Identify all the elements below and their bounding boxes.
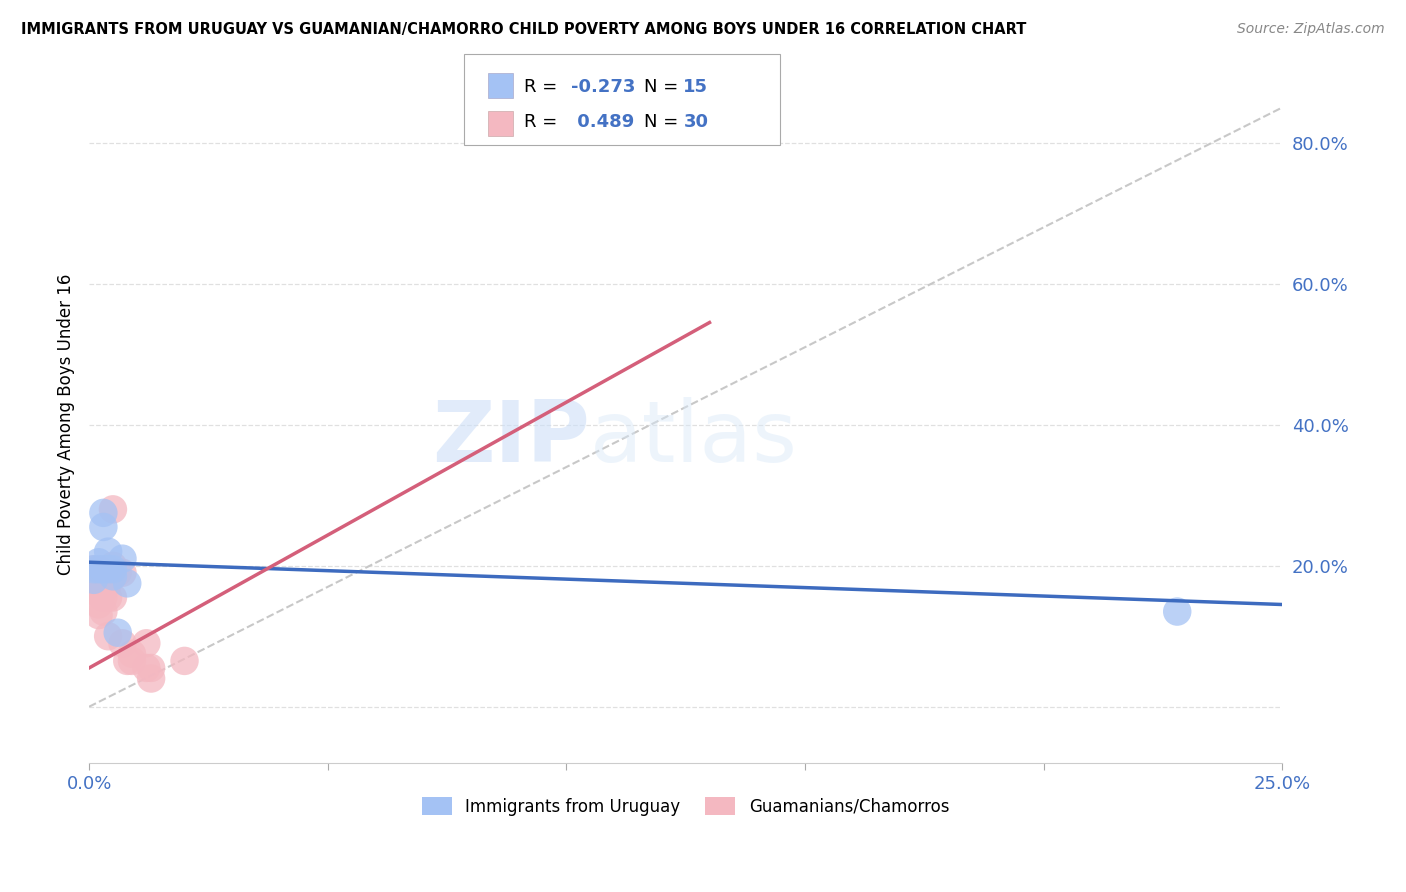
Point	[101, 502, 124, 516]
Point	[97, 591, 120, 605]
Point	[117, 654, 139, 668]
Point	[101, 562, 124, 576]
Point	[93, 562, 115, 576]
Point	[83, 573, 105, 587]
Point	[111, 566, 134, 580]
Point	[135, 636, 157, 650]
Point	[139, 672, 162, 686]
Point	[93, 569, 115, 583]
Point	[87, 587, 110, 601]
Y-axis label: Child Poverty Among Boys Under 16: Child Poverty Among Boys Under 16	[58, 274, 75, 575]
Point	[101, 569, 124, 583]
Text: ZIP: ZIP	[433, 397, 591, 480]
Point	[87, 562, 110, 576]
Text: 0.489: 0.489	[571, 113, 634, 131]
Point	[139, 661, 162, 675]
Text: Source: ZipAtlas.com: Source: ZipAtlas.com	[1237, 22, 1385, 37]
Point	[97, 544, 120, 558]
Point	[93, 506, 115, 520]
Point	[135, 661, 157, 675]
Point	[117, 576, 139, 591]
Point	[87, 555, 110, 569]
Point	[121, 647, 143, 661]
Point	[101, 591, 124, 605]
Text: R =: R =	[524, 78, 564, 95]
Text: IMMIGRANTS FROM URUGUAY VS GUAMANIAN/CHAMORRO CHILD POVERTY AMONG BOYS UNDER 16 : IMMIGRANTS FROM URUGUAY VS GUAMANIAN/CHA…	[21, 22, 1026, 37]
Point	[101, 558, 124, 573]
Legend: Immigrants from Uruguay, Guamanians/Chamorros: Immigrants from Uruguay, Guamanians/Cham…	[415, 790, 956, 822]
Point	[87, 598, 110, 612]
Point	[83, 583, 105, 598]
Point	[93, 583, 115, 598]
Text: R =: R =	[524, 113, 564, 131]
Point	[83, 562, 105, 576]
Point	[173, 654, 195, 668]
Point	[97, 629, 120, 643]
Point	[121, 654, 143, 668]
Text: N =: N =	[644, 78, 683, 95]
Point	[83, 562, 105, 576]
Point	[97, 562, 120, 576]
Point	[87, 608, 110, 623]
Text: 15: 15	[683, 78, 709, 95]
Text: 30: 30	[683, 113, 709, 131]
Point	[83, 576, 105, 591]
Point	[111, 636, 134, 650]
Text: atlas: atlas	[591, 397, 799, 480]
Point	[87, 576, 110, 591]
Point	[83, 569, 105, 583]
Point	[107, 566, 129, 580]
Point	[93, 591, 115, 605]
Point	[93, 520, 115, 534]
Point	[93, 605, 115, 619]
Point	[1166, 605, 1188, 619]
Point	[107, 625, 129, 640]
Point	[97, 576, 120, 591]
Text: -0.273: -0.273	[571, 78, 636, 95]
Point	[87, 562, 110, 576]
Text: N =: N =	[644, 113, 683, 131]
Point	[111, 551, 134, 566]
